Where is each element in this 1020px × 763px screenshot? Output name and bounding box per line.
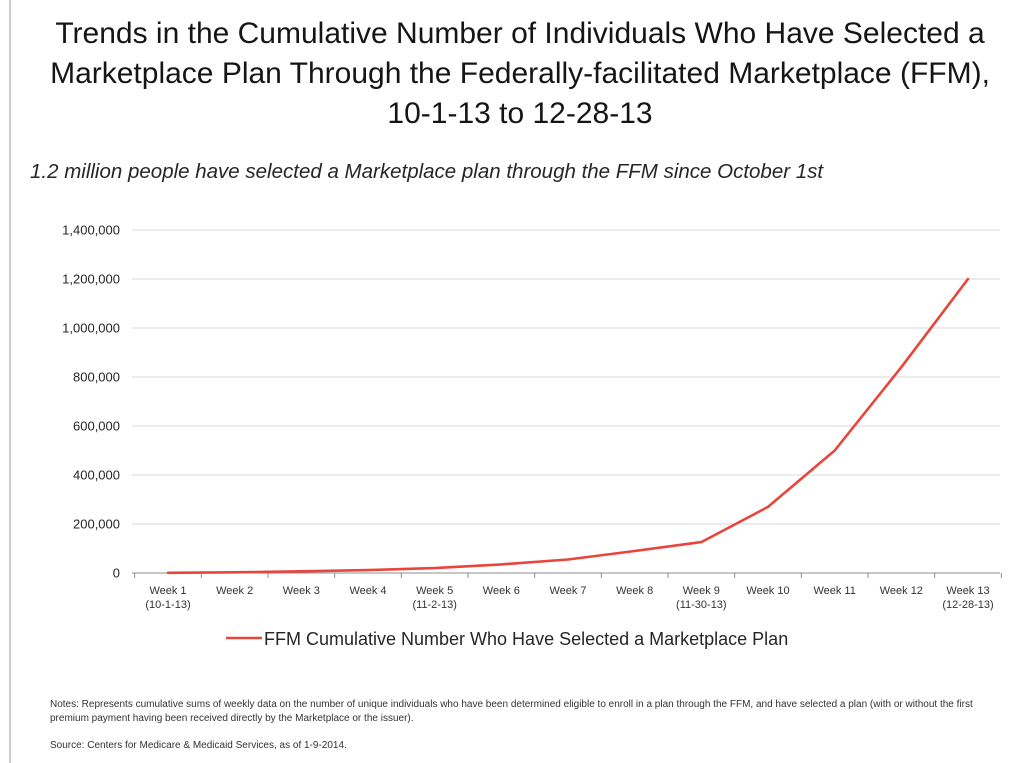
- x-tick-label: Week 11: [813, 585, 855, 597]
- chart-notes: Notes: Represents cumulative sums of wee…: [50, 699, 973, 724]
- y-tick-label: 0: [113, 566, 120, 581]
- x-tick-label: Week 10: [746, 585, 789, 597]
- legend-label: FFM Cumulative Number Who Have Selected …: [264, 629, 788, 649]
- x-tick-label: Week 2: [216, 585, 253, 597]
- y-tick-label: 200,000: [73, 517, 120, 532]
- x-tick-label: Week 6: [483, 585, 520, 597]
- chart-title: Trends in the Cumulative Number of Indiv…: [50, 17, 990, 130]
- y-tick-label: 600,000: [73, 419, 120, 434]
- x-tick-label: (10-1-13): [145, 599, 190, 611]
- x-tick-label: (11-2-13): [412, 599, 456, 611]
- y-tick-label: 1,200,000: [62, 272, 120, 287]
- left-border-rule: [9, 0, 11, 763]
- x-tick-label: Week 7: [549, 585, 586, 597]
- x-tick-label: Week 1: [149, 585, 186, 597]
- x-tick-label: (12-28-13): [942, 599, 993, 611]
- x-tick-label: (11-30-13): [676, 599, 727, 611]
- y-tick-label: 1,400,000: [62, 223, 120, 238]
- y-tick-label: 800,000: [73, 370, 120, 385]
- series-line: [166, 277, 970, 575]
- x-tick-label: Week 13: [946, 585, 989, 597]
- x-tick-label: Week 3: [283, 585, 320, 597]
- x-tick-label: Week 4: [349, 585, 386, 597]
- y-tick-label: 400,000: [73, 468, 120, 483]
- x-tick-label: Week 12: [880, 585, 923, 597]
- x-tick-label: Week 5: [416, 585, 453, 597]
- x-tick-label: Week 9: [683, 585, 720, 597]
- x-tick-label: Week 8: [616, 585, 653, 597]
- chart-subtitle: 1.2 million people have selected a Marke…: [30, 160, 824, 183]
- y-tick-label: 1,000,000: [62, 321, 120, 336]
- chart-source: Source: Centers for Medicare & Medicaid …: [50, 740, 347, 751]
